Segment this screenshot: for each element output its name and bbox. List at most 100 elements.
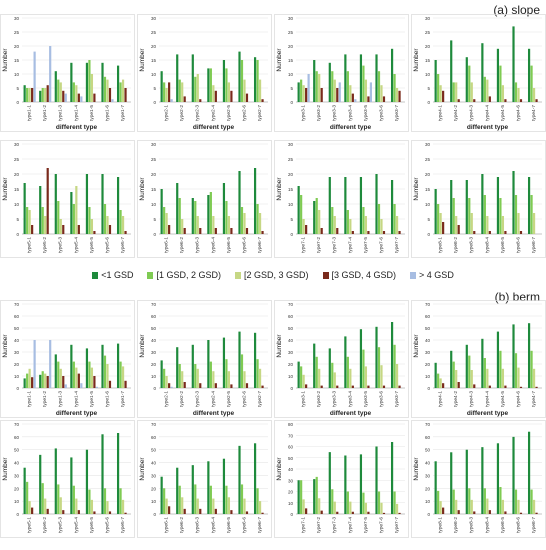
bar bbox=[380, 85, 383, 102]
y-tick-label: 60 bbox=[151, 435, 157, 440]
bar bbox=[199, 508, 202, 514]
bar bbox=[93, 231, 96, 234]
legend-item: [3 GSD, 4 GSD) bbox=[322, 268, 396, 282]
x-tick-label: type2-2 bbox=[179, 105, 185, 121]
bar bbox=[442, 383, 445, 388]
bar bbox=[209, 68, 212, 102]
bar bbox=[121, 79, 125, 102]
bar bbox=[44, 498, 47, 514]
bar bbox=[183, 228, 186, 234]
y-tick-label: 10 bbox=[425, 72, 431, 77]
chart-panel: 0 5 10 15 20 25 30 Number type4-1 type4-2 type4-3 t… bbox=[411, 14, 546, 132]
chart-panel: 0 10 20 30 40 50 60 70 80 Number type7-1 type7-2 typ… bbox=[274, 420, 409, 538]
y-tick-label: 70 bbox=[425, 302, 431, 307]
bar bbox=[496, 177, 500, 234]
bar bbox=[253, 332, 257, 388]
bar bbox=[256, 488, 259, 514]
y-tick-label: 10 bbox=[288, 374, 294, 379]
x-tick-label: type4-2 bbox=[453, 391, 459, 407]
y-axis-label: Number bbox=[2, 48, 9, 72]
bar bbox=[483, 195, 486, 234]
bar bbox=[124, 88, 127, 102]
bar bbox=[31, 507, 34, 514]
bar bbox=[349, 368, 352, 388]
y-tick-label: 0 bbox=[427, 232, 430, 237]
x-tick-label: type6-6 bbox=[241, 517, 247, 533]
bar bbox=[481, 174, 484, 234]
bar bbox=[44, 88, 47, 102]
bar bbox=[75, 186, 78, 234]
bar bbox=[46, 168, 49, 234]
y-axis-label: Number bbox=[139, 334, 146, 358]
y-tick-label: 30 bbox=[151, 350, 157, 355]
bar bbox=[362, 65, 365, 102]
y-tick-label: 20 bbox=[151, 486, 157, 491]
x-tick-label: type4-7 bbox=[531, 105, 537, 121]
bar bbox=[512, 171, 515, 234]
bar bbox=[88, 489, 91, 514]
y-tick-label: 70 bbox=[151, 422, 157, 427]
y-tick-label: 0 bbox=[153, 512, 156, 517]
y-tick-label: 5 bbox=[427, 86, 430, 91]
bar bbox=[230, 510, 233, 514]
bar bbox=[336, 228, 339, 234]
bar bbox=[33, 51, 36, 102]
y-tick-label: 5 bbox=[290, 86, 293, 91]
bar bbox=[351, 385, 354, 388]
bar bbox=[194, 76, 197, 102]
y-axis-label: Number bbox=[413, 334, 420, 358]
y-axis-label: Number bbox=[2, 334, 9, 358]
y-tick-label: 0 bbox=[16, 512, 19, 517]
bar bbox=[178, 198, 181, 234]
bar bbox=[377, 71, 381, 102]
bar bbox=[209, 361, 212, 388]
bar bbox=[108, 511, 112, 514]
bar bbox=[344, 177, 347, 234]
bar bbox=[165, 376, 168, 388]
bar bbox=[108, 225, 112, 234]
y-tick-label: 0 bbox=[427, 512, 430, 517]
bar bbox=[351, 93, 354, 102]
bar bbox=[57, 361, 60, 388]
y-tick-label: 60 bbox=[425, 435, 431, 440]
chart-panel: 0 5 10 15 20 25 30 Number type3-1 type3-2 type3-3 t… bbox=[274, 14, 409, 132]
bar bbox=[46, 376, 49, 388]
bar bbox=[57, 79, 60, 102]
x-tick-label: type6-2 bbox=[179, 237, 185, 253]
y-tick-label: 10 bbox=[151, 202, 157, 207]
bar bbox=[77, 510, 80, 514]
bar bbox=[468, 65, 471, 102]
bar bbox=[230, 228, 233, 234]
bar bbox=[359, 454, 363, 514]
y-tick-label: 20 bbox=[288, 362, 294, 367]
bar bbox=[517, 367, 520, 388]
y-axis-label: Number bbox=[276, 177, 283, 201]
y-tick-label: 40 bbox=[151, 461, 157, 466]
bar bbox=[59, 219, 62, 234]
y-tick-label: 70 bbox=[288, 433, 294, 438]
bar bbox=[346, 71, 349, 102]
y-tick-label: 40 bbox=[425, 338, 431, 343]
x-tick-label: type5-4 bbox=[73, 517, 79, 533]
bar bbox=[108, 88, 112, 102]
bar bbox=[119, 361, 122, 388]
x-tick-label: type8-1 bbox=[438, 517, 444, 533]
y-tick-label: 25 bbox=[14, 30, 20, 35]
y-tick-label: 15 bbox=[151, 58, 157, 63]
bar bbox=[101, 434, 104, 514]
legend-item: [1 GSD, 2 GSD) bbox=[147, 268, 221, 282]
bar bbox=[369, 82, 372, 102]
bar bbox=[160, 476, 163, 514]
bar bbox=[194, 484, 197, 514]
bar bbox=[481, 338, 484, 388]
x-axis-label: different type bbox=[467, 124, 509, 131]
x-tick-label: type7-2 bbox=[316, 517, 322, 533]
x-tick-label: type7-1 bbox=[301, 517, 307, 533]
bar bbox=[124, 512, 127, 514]
bar bbox=[62, 90, 65, 102]
bar bbox=[437, 204, 440, 234]
bar bbox=[486, 79, 489, 102]
x-tick-label: type1-3 bbox=[58, 105, 64, 121]
bar bbox=[85, 174, 89, 234]
y-tick-label: 20 bbox=[151, 44, 157, 49]
